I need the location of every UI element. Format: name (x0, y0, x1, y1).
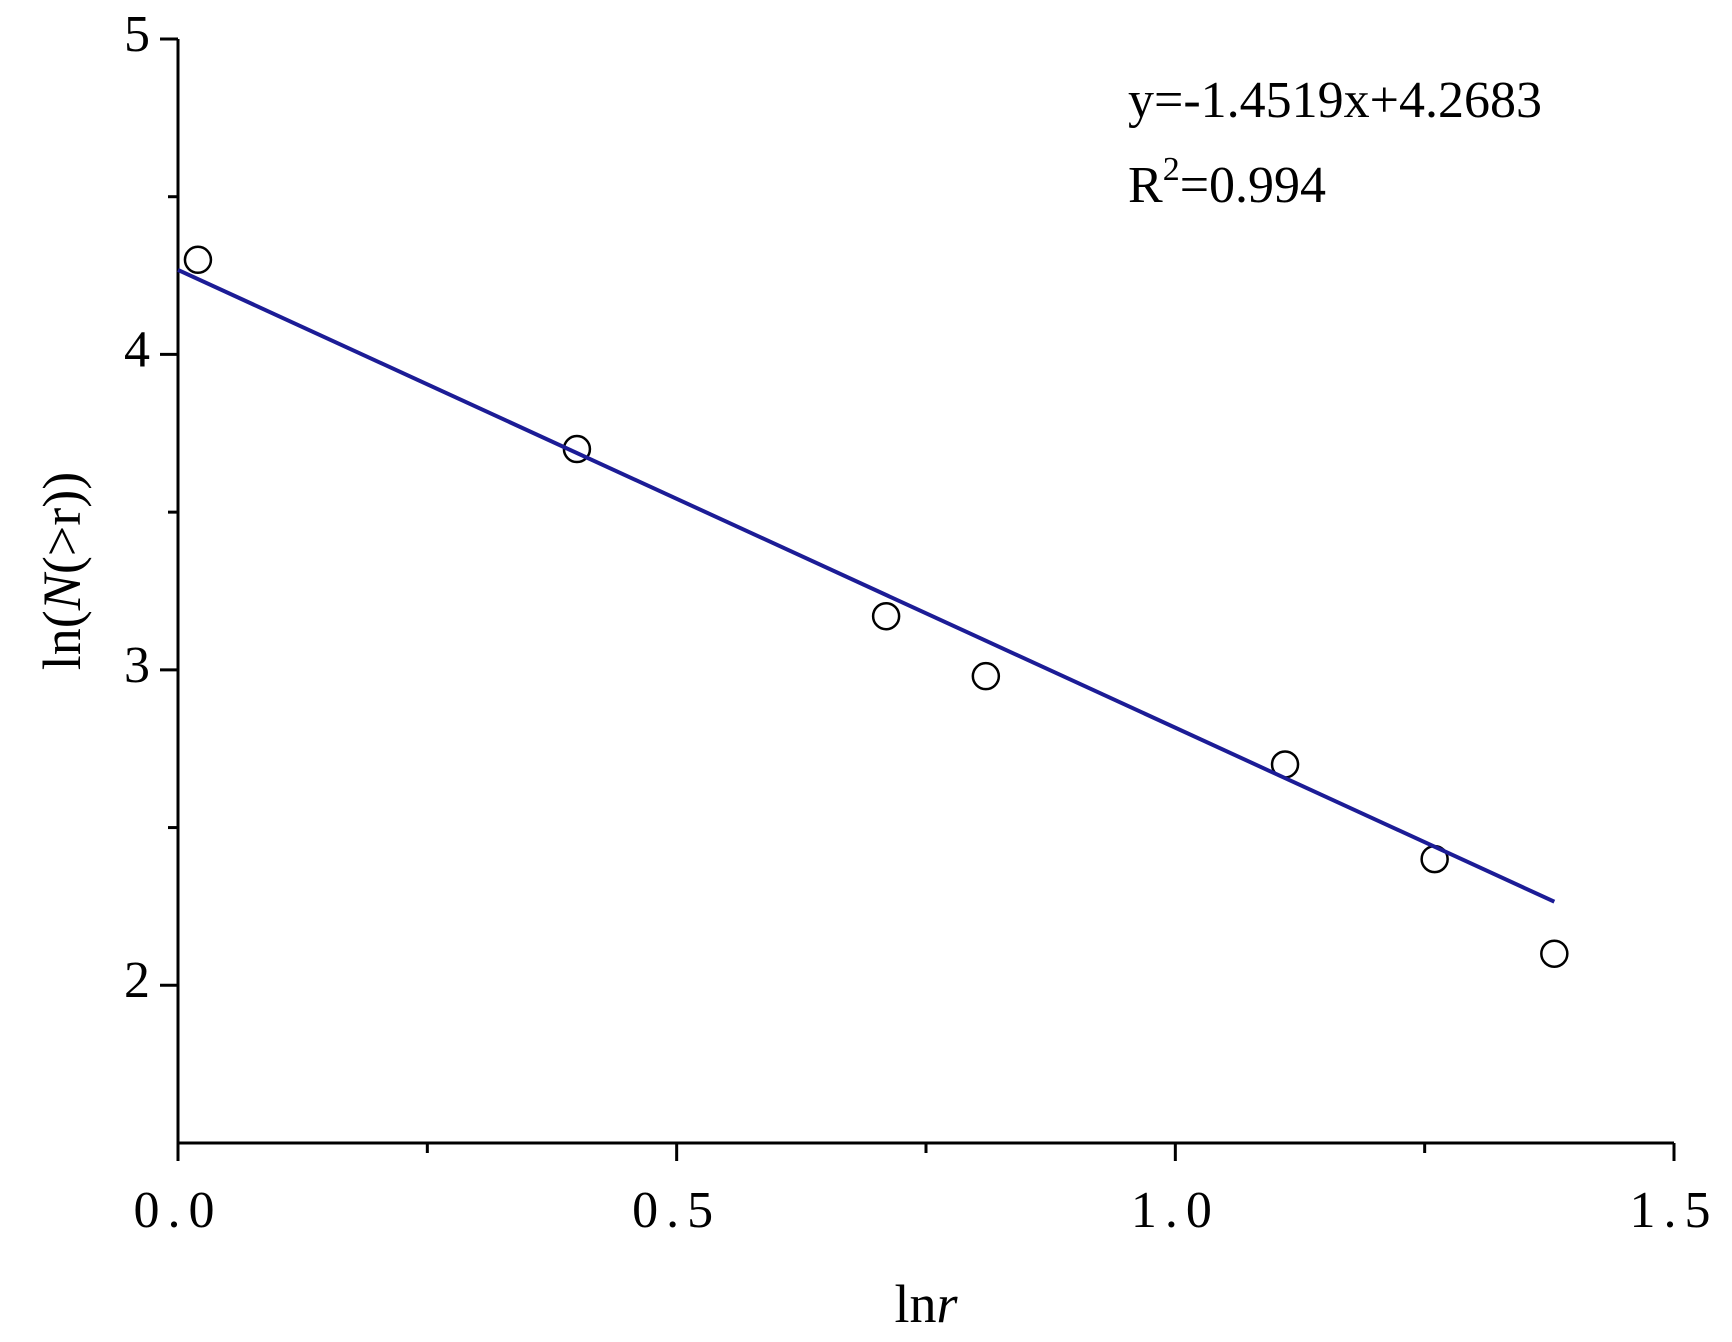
annotation-superscript: 2 (1163, 151, 1180, 188)
data-point (183, 245, 213, 275)
y-axis-title-part: ln( (32, 610, 92, 670)
y-tick-label: 3 (124, 637, 150, 694)
x-axis-title-part: ln (894, 1274, 936, 1334)
x-axis-title: lnr (894, 1274, 958, 1334)
x-tick-label: 0.0 (134, 1182, 223, 1239)
x-tick-label: 0.5 (632, 1182, 721, 1239)
annotation: R2=0.994 (1128, 151, 1326, 214)
fit-line (177, 268, 1556, 904)
x-axis-title-part: r (937, 1274, 959, 1334)
x-tick-label: 1.5 (1630, 1182, 1719, 1239)
y-axis-title-part: (>r)) (32, 472, 92, 574)
annotation-part: =0.994 (1180, 157, 1326, 214)
annotation-part: R (1128, 157, 1163, 214)
data-point (871, 601, 901, 631)
y-tick-label: 5 (124, 6, 150, 63)
y-axis-title-part: N (32, 571, 92, 611)
annotation: y=-1.4519x+4.2683 (1128, 72, 1542, 129)
data-point (971, 661, 1001, 691)
y-axis-title: ln(N(>r)) (32, 472, 92, 670)
x-tick-label: 1.0 (1131, 1182, 1220, 1239)
y-tick-label: 2 (124, 952, 150, 1009)
data-point (1540, 939, 1569, 968)
y-tick-label: 4 (124, 321, 150, 378)
